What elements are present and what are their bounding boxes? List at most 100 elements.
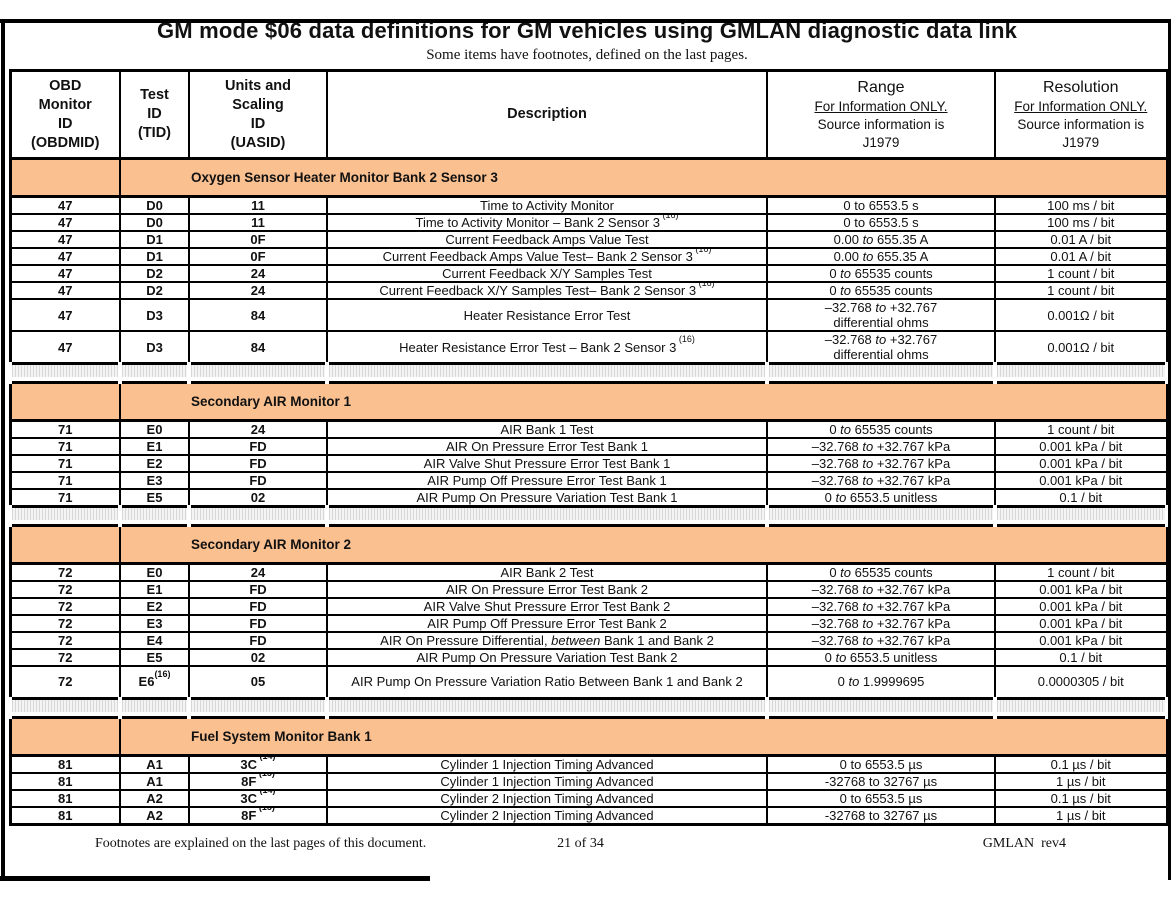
cell-tid: D2 (119, 281, 190, 300)
spacer-cell (765, 505, 997, 527)
cell-description: AIR Pump On Pressure Variation Ratio Bet… (326, 665, 768, 699)
spacer-hatch (124, 366, 185, 377)
table-body: Oxygen Sensor Heater Monitor Bank 2 Sens… (8, 157, 1169, 825)
cell-resolution: 0.001 kPa / bit (994, 614, 1168, 633)
spacer-cell (765, 696, 997, 719)
spacer-cell (187, 696, 329, 719)
cell-resolution: 0.001 kPa / bit (994, 597, 1168, 616)
column-header-range: Range For Information ONLY. Source infor… (766, 69, 996, 160)
cell-obdmid: 81 (9, 805, 121, 825)
cell-obdmid: 47 (9, 247, 121, 266)
cell-obdmid: 47 (9, 213, 121, 232)
cell-uasid: 24 (188, 419, 328, 439)
cell-obdmid: 71 (9, 437, 121, 456)
cell-resolution: 0.0000305 / bit (994, 665, 1168, 699)
table-row: 72 E5 02 AIR Pump On Pressure Variation Tes… (9, 648, 1168, 667)
spacer-cell (118, 696, 191, 719)
spacer-hatch (331, 366, 763, 377)
cell-description: Time to Activity Monitor (326, 195, 768, 215)
cell-uasid: 8F (15) (188, 805, 328, 825)
page-border-bottom (0, 876, 430, 881)
cell-resolution: 0.001Ω / bit (994, 298, 1168, 332)
cell-range: 0 to 6553.5 µs (766, 754, 996, 774)
cell-resolution: 1 count / bit (994, 264, 1168, 283)
section-band-main: Secondary AIR Monitor 2 (119, 524, 1168, 565)
spacer-hatch (124, 509, 185, 520)
cell-tid: E5 (119, 648, 190, 667)
cell-range: 0 to 65535 counts (766, 281, 996, 300)
cell-resolution: 1 µs / bit (994, 771, 1168, 791)
cell-description: Heater Resistance Error Test (326, 298, 768, 332)
cell-description: Heater Resistance Error Test – Bank 2 Se… (326, 330, 768, 365)
spacer-hatch (331, 701, 763, 712)
cell-obdmid: 81 (9, 771, 121, 791)
cell-uasid: 84 (188, 330, 328, 365)
cell-range: –32.768 to +32.767 differential ohms (766, 330, 996, 365)
spacer-cell (325, 696, 769, 719)
cell-tid: E2 (119, 597, 190, 616)
table-row: 72 E6(16) 05 AIR Pump On Pressure Variation… (9, 665, 1168, 699)
cell-description: AIR Pump On Pressure Variation Test Bank… (326, 648, 768, 667)
cell-description: Cylinder 2 Injection Timing Advanced (326, 788, 768, 808)
page-subtitle: Some items have footnotes, defined on th… (426, 47, 748, 63)
spacer-cell (8, 362, 122, 384)
spacer-hatch (771, 509, 991, 520)
spacer-cell (187, 505, 329, 527)
cell-uasid: 02 (188, 488, 328, 508)
spacer-hatch (331, 509, 763, 520)
section-title: Secondary AIR Monitor 1 (191, 394, 352, 409)
cell-resolution: 1 count / bit (994, 562, 1168, 582)
table-row: 47 D1 0F Current Feedback Amps Value Test– … (9, 247, 1168, 266)
spacer-hatch (771, 701, 991, 712)
table-row: 72 E2 FD AIR Valve Shut Pressure Error Test… (9, 597, 1168, 616)
cell-uasid: 11 (188, 213, 328, 232)
table-row: 72 E0 24 AIR Bank 2 Test 0 to 65535 counts 1 … (9, 562, 1168, 582)
table-row: 47 D3 84 Heater Resistance Error Test –32.76… (9, 298, 1168, 332)
cell-uasid: 11 (188, 195, 328, 215)
cell-resolution: 100 ms / bit (994, 213, 1168, 232)
cell-tid: E0 (119, 562, 190, 582)
cell-description: AIR Bank 2 Test (326, 562, 768, 582)
spacer-hatch (193, 509, 323, 520)
spacer-row (8, 505, 1169, 527)
spacer-cell (993, 696, 1169, 719)
spacer-cell (993, 505, 1169, 527)
spacer-hatch (14, 509, 116, 520)
data-definitions-table: OBD Monitor ID (OBDMID) Test ID (TID) Un… (8, 69, 1169, 826)
cell-resolution: 100 ms / bit (994, 195, 1168, 215)
cell-obdmid: 72 (9, 597, 121, 616)
cell-description: AIR On Pressure Error Test Bank 1 (326, 437, 768, 456)
section-header-row: Secondary AIR Monitor 1 (9, 381, 1168, 422)
cell-description: Cylinder 2 Injection Timing Advanced (326, 805, 768, 825)
cell-obdmid: 47 (9, 195, 121, 215)
cell-description: Current Feedback Amps Value Test (326, 230, 768, 249)
table-row: 71 E0 24 AIR Bank 1 Test 0 to 65535 counts 1 … (9, 419, 1168, 439)
cell-tid: E6(16) (119, 665, 190, 699)
cell-description: AIR On Pressure Error Test Bank 2 (326, 580, 768, 599)
spacer-hatch (14, 701, 116, 712)
cell-tid: A2 (119, 788, 190, 808)
cell-resolution: 1 count / bit (994, 281, 1168, 300)
table-row: 72 E4 FD AIR On Pressure Differential, betw… (9, 631, 1168, 650)
cell-uasid: FD (188, 580, 328, 599)
spacer-hatch (193, 366, 323, 377)
cell-description: AIR Pump Off Pressure Error Test Bank 2 (326, 614, 768, 633)
table-row: 71 E5 02 AIR Pump On Pressure Variation Tes… (9, 488, 1168, 508)
cell-uasid: FD (188, 437, 328, 456)
cell-range: –32.768 to +32.767 differential ohms (766, 298, 996, 332)
cell-resolution: 1 µs / bit (994, 805, 1168, 825)
cell-range: –32.768 to +32.767 kPa (766, 471, 996, 490)
page-border-top (0, 19, 1171, 23)
column-header-resolution: Resolution For Information ONLY. Source … (994, 69, 1168, 160)
spacer-cell (325, 362, 769, 384)
section-title: Fuel System Monitor Bank 1 (191, 728, 372, 744)
table-row: 47 D1 0F Current Feedback Amps Value Test 0.… (9, 230, 1168, 249)
cell-obdmid: 71 (9, 488, 121, 508)
cell-tid: A1 (119, 754, 190, 774)
section-band-left (9, 524, 121, 565)
cell-range: 0.00 to 655.35 A (766, 247, 996, 266)
cell-resolution: 1 count / bit (994, 419, 1168, 439)
table-row: 71 E1 FD AIR On Pressure Error Test Bank 1–… (9, 437, 1168, 456)
spacer-row (8, 362, 1169, 384)
cell-description: Cylinder 1 Injection Timing Advanced (326, 754, 768, 774)
